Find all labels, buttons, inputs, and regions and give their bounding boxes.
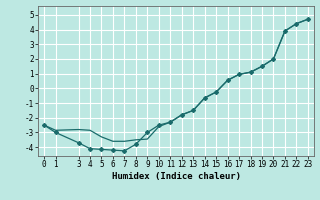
X-axis label: Humidex (Indice chaleur): Humidex (Indice chaleur) xyxy=(111,172,241,181)
